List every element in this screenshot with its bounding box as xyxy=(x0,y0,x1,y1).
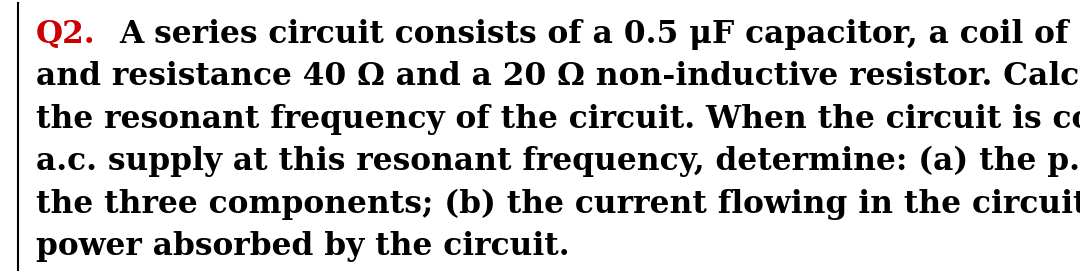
Text: the resonant frequency of the circuit. When the circuit is connected to a 30 V: the resonant frequency of the circuit. W… xyxy=(36,104,1080,135)
Text: power absorbed by the circuit.: power absorbed by the circuit. xyxy=(36,231,569,262)
Text: a.c. supply at this resonant frequency, determine: (a) the p.d. across each of: a.c. supply at this resonant frequency, … xyxy=(36,146,1080,177)
Text: and resistance 40 Ω and a 20 Ω non-inductive resistor. Calculate the value of: and resistance 40 Ω and a 20 Ω non-induc… xyxy=(36,61,1080,93)
Text: A series circuit consists of a 0.5 μF capacitor, a coil of inductance 0.32 H: A series circuit consists of a 0.5 μF ca… xyxy=(119,19,1080,50)
Text: Q2.: Q2. xyxy=(36,19,95,50)
Text: the three components; (b) the current flowing in the circuit; (c) the active: the three components; (b) the current fl… xyxy=(36,188,1080,219)
